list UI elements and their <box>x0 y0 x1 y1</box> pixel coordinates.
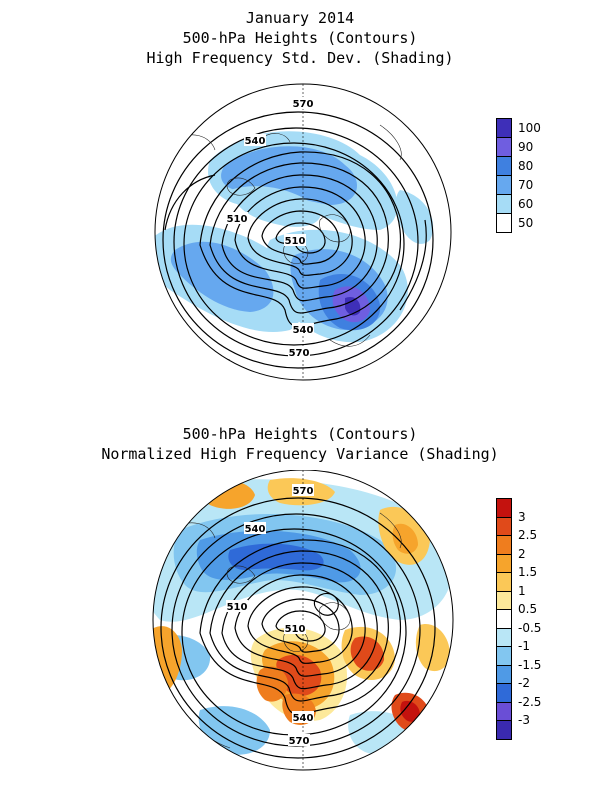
bottom-colorbar-swatch <box>496 683 512 703</box>
bottom-colorbar-label: 2.5 <box>518 528 538 542</box>
bottom-colorbar-label: 1.5 <box>518 565 538 579</box>
bottom-colorbar-label: 2 <box>518 546 526 561</box>
top-colorbar-swatch <box>496 156 512 176</box>
bottom-title: 500-hPa Heights (Contours) Normalized Hi… <box>0 424 600 464</box>
top-title-line-2: 500-hPa Heights (Contours) <box>182 29 418 47</box>
top-height-contours <box>162 111 434 369</box>
bottom-colorbar-swatch <box>496 609 512 629</box>
top-polar-map: 570 540 510 510 540 570 <box>154 83 452 381</box>
top-contour-label-510-center: 510 <box>285 236 306 247</box>
bottom-colorbar-label: 1 <box>518 583 526 598</box>
bottom-colorbar-label: -0.5 <box>518 620 542 635</box>
top-colorbar-swatch <box>496 118 512 138</box>
top-colorbar-swatch <box>496 175 512 195</box>
top-title-line-1: January 2014 <box>245 9 355 27</box>
top-contour-label-510-left: 510 <box>227 214 248 225</box>
top-title: January 2014 500-hPa Heights (Contours) … <box>0 8 600 68</box>
bottom-colorbar-swatch <box>496 498 512 518</box>
top-contour-label-540-bottom: 540 <box>293 325 314 336</box>
bottom-colorbar-label: 3 <box>518 509 526 524</box>
bottom-colorbar-swatch <box>496 590 512 610</box>
bottom-colorbar-swatch <box>496 664 512 684</box>
top-contour-label-540-upper-left: 540 <box>245 136 266 147</box>
top-colorbar-label: 90 <box>518 139 534 154</box>
bottom-contour-label-510-center: 510 <box>285 624 306 635</box>
bottom-title-line-1: 500-hPa Heights (Contours) <box>182 425 418 443</box>
bottom-contour-label-570-bottom-edge: 570 <box>289 736 310 747</box>
top-contour-label-570-bottom-edge: 570 <box>289 348 310 359</box>
top-colorbar-label: 50 <box>518 215 534 230</box>
bottom-colorbar-label: -3 <box>518 713 530 727</box>
bottom-map-border <box>152 470 454 771</box>
bottom-polar-map: 570 540 510 510 540 570 <box>152 470 454 771</box>
top-colorbar-label: 80 <box>518 158 534 173</box>
top-contour-labels: 570 540 510 510 540 570 <box>226 97 314 359</box>
bottom-colorbar-swatch <box>496 627 512 647</box>
bottom-contour-label-510-left: 510 <box>227 602 248 613</box>
bottom-colorbar-label: -1.5 <box>518 657 542 672</box>
bottom-colorbar-swatch <box>496 535 512 555</box>
bottom-contour-label-540-bottom: 540 <box>293 713 314 724</box>
top-colorbar-label: 100 <box>518 120 541 135</box>
bottom-contour-label-540-upper-left: 540 <box>245 524 266 535</box>
top-map-border <box>154 83 452 381</box>
bottom-colorbar-swatch <box>496 572 512 592</box>
top-contour-label-570-top: 570 <box>293 99 314 110</box>
bottom-colorbar-swatch <box>496 646 512 666</box>
bottom-colorbar-swatch <box>496 516 512 536</box>
bottom-colorbar-swatch <box>496 720 512 740</box>
top-colorbar-swatch <box>496 194 512 214</box>
top-colorbar-label: 70 <box>518 177 534 192</box>
bottom-colorbar-label: -2 <box>518 676 530 690</box>
bottom-colorbar-swatch <box>496 553 512 573</box>
bottom-title-line-2: Normalized High Frequency Variance (Shad… <box>101 445 499 463</box>
bottom-colorbar-label: -2.5 <box>518 694 542 709</box>
bottom-colorbar-label: -1 <box>518 639 530 653</box>
top-colorbar-swatch <box>496 213 512 233</box>
bottom-colorbar-label: 0.5 <box>518 602 538 616</box>
bottom-contour-label-570-top: 570 <box>293 486 314 497</box>
top-title-line-3: High Frequency Std. Dev. (Shading) <box>146 49 454 67</box>
bottom-colorbar-swatch <box>496 701 512 721</box>
top-colorbar-swatch <box>496 137 512 157</box>
bottom-contour-labels: 570 540 510 510 540 570 <box>226 484 314 747</box>
top-colorbar-label: 60 <box>518 196 534 211</box>
